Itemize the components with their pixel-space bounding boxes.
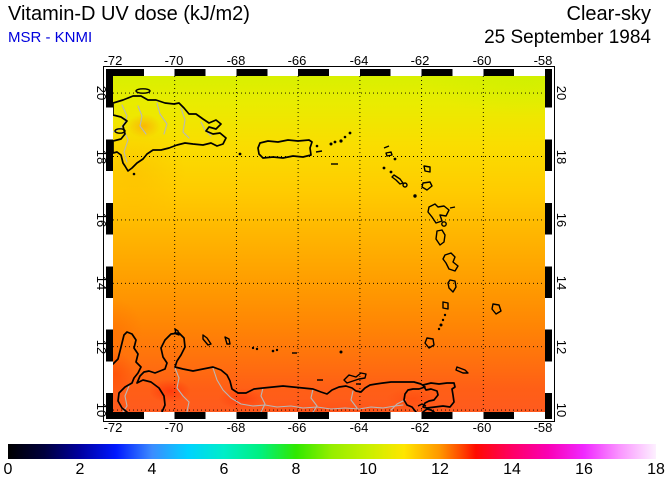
lon-tick-top: -68 bbox=[226, 53, 246, 68]
borders-rivers bbox=[113, 102, 406, 412]
colorbar-tick: 10 bbox=[359, 461, 377, 478]
date-label: 25 September 1984 bbox=[484, 27, 651, 48]
map-frame-band-right bbox=[545, 69, 552, 419]
guadeloupe bbox=[427, 203, 450, 224]
lon-tick-bottom: -66 bbox=[287, 420, 307, 435]
colorbar-tick: 8 bbox=[291, 461, 301, 478]
colorbar-tick: 2 bbox=[75, 461, 85, 478]
curacao bbox=[202, 334, 212, 346]
tortuga-island bbox=[135, 88, 151, 94]
grenada bbox=[424, 337, 435, 349]
puerto-rico-coast bbox=[257, 139, 313, 159]
colorbar-tick: 4 bbox=[147, 461, 157, 478]
lon-tick-top: -70 bbox=[164, 53, 184, 68]
colorbar-tick: 16 bbox=[575, 461, 593, 478]
lon-tick-bottom: -72 bbox=[103, 420, 123, 435]
colorbar-tick: 0 bbox=[3, 461, 13, 478]
lon-tick-top: -58 bbox=[533, 53, 553, 68]
map-frame-outline bbox=[103, 66, 555, 422]
frame-corner bbox=[545, 412, 552, 419]
lon-tick-bottom: -60 bbox=[472, 420, 492, 435]
gonave-island bbox=[114, 128, 126, 134]
graticule bbox=[113, 76, 545, 412]
frame-corner bbox=[106, 412, 113, 419]
data-source-label: MSR - KNMI bbox=[8, 29, 93, 46]
lon-tick-bottom: -58 bbox=[533, 420, 553, 435]
barbados bbox=[491, 303, 502, 315]
sky-condition-label: Clear-sky bbox=[566, 3, 651, 25]
colorbar-tick: 18 bbox=[647, 461, 665, 478]
guajira-maracaibo-coast bbox=[113, 331, 142, 412]
trinidad-coast bbox=[422, 382, 456, 409]
st-vincent bbox=[442, 301, 449, 310]
hispaniola-coast bbox=[113, 95, 227, 172]
page-title: Vitamin-D UV dose (kJ/m2) bbox=[8, 3, 250, 25]
lon-tick-bottom: -62 bbox=[410, 420, 430, 435]
lon-tick-bottom: -70 bbox=[164, 420, 184, 435]
colorbar-tick: 6 bbox=[219, 461, 229, 478]
colorbar-tick: 12 bbox=[431, 461, 449, 478]
lon-tick-bottom: -64 bbox=[349, 420, 369, 435]
lon-tick-top: -72 bbox=[103, 53, 123, 68]
venezuela-islands bbox=[174, 328, 367, 385]
map-frame-band-bottom bbox=[106, 412, 552, 419]
martinique bbox=[442, 252, 459, 272]
uv-dose-map bbox=[113, 76, 545, 412]
virgin-islands bbox=[329, 131, 352, 165]
map-frame-band-left bbox=[106, 69, 113, 419]
venezuela-coast bbox=[136, 332, 426, 412]
aruba bbox=[174, 328, 180, 336]
frame-corner bbox=[545, 69, 552, 76]
orinoco-delta bbox=[422, 408, 435, 412]
lon-tick-top: -60 bbox=[472, 53, 492, 68]
tobago bbox=[455, 366, 469, 374]
map-overlay-svg bbox=[113, 76, 545, 412]
lon-tick-top: -66 bbox=[287, 53, 307, 68]
lon-tick-top: -64 bbox=[349, 53, 369, 68]
dominica bbox=[435, 229, 446, 246]
leeward-islands bbox=[382, 145, 433, 198]
colorbar-gradient bbox=[8, 444, 656, 459]
bonaire bbox=[224, 336, 231, 345]
coastlines bbox=[113, 88, 502, 412]
st-lucia bbox=[447, 279, 457, 293]
lon-tick-bottom: -68 bbox=[226, 420, 246, 435]
map-frame-band-top bbox=[106, 69, 552, 76]
lon-tick-top: -62 bbox=[410, 53, 430, 68]
frame-corner bbox=[106, 69, 113, 76]
colorbar-tick: 14 bbox=[503, 461, 521, 478]
